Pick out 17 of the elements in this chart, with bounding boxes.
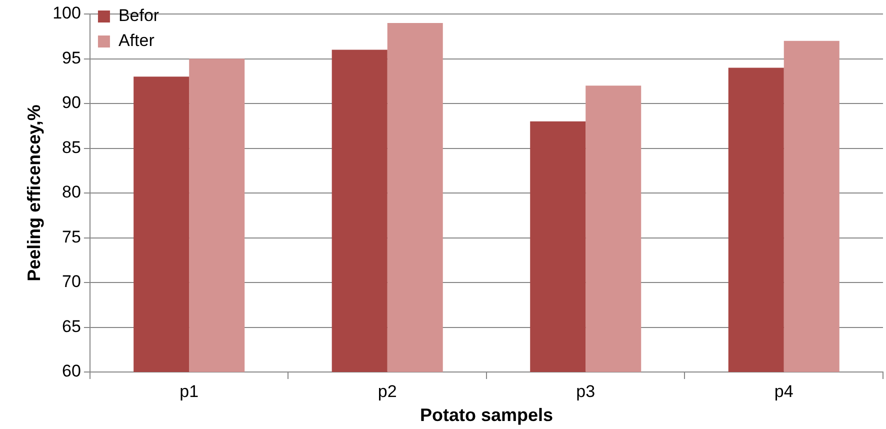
- x-axis-title: Potato sampels: [420, 405, 554, 426]
- legend-label: After: [118, 31, 155, 50]
- x-tick-label: p4: [774, 382, 794, 401]
- y-tick-label: 80: [62, 182, 81, 202]
- y-tick-label: 65: [62, 316, 81, 336]
- y-tick-label: 90: [62, 93, 81, 112]
- y-tick-label: 60: [62, 362, 81, 381]
- y-tick-label: 95: [62, 48, 81, 68]
- x-tick-label: p1: [180, 382, 199, 401]
- y-tick-label: 75: [62, 227, 81, 246]
- y-tick-label: 85: [62, 138, 81, 157]
- legend-label: Befor: [118, 6, 160, 26]
- y-tick-label: 100: [52, 4, 81, 23]
- x-tick-label: p3: [576, 382, 596, 401]
- x-tick-label: p2: [378, 382, 397, 401]
- y-tick-label: 70: [62, 272, 81, 292]
- y-axis-title: Peeling efficencey,%: [24, 104, 44, 282]
